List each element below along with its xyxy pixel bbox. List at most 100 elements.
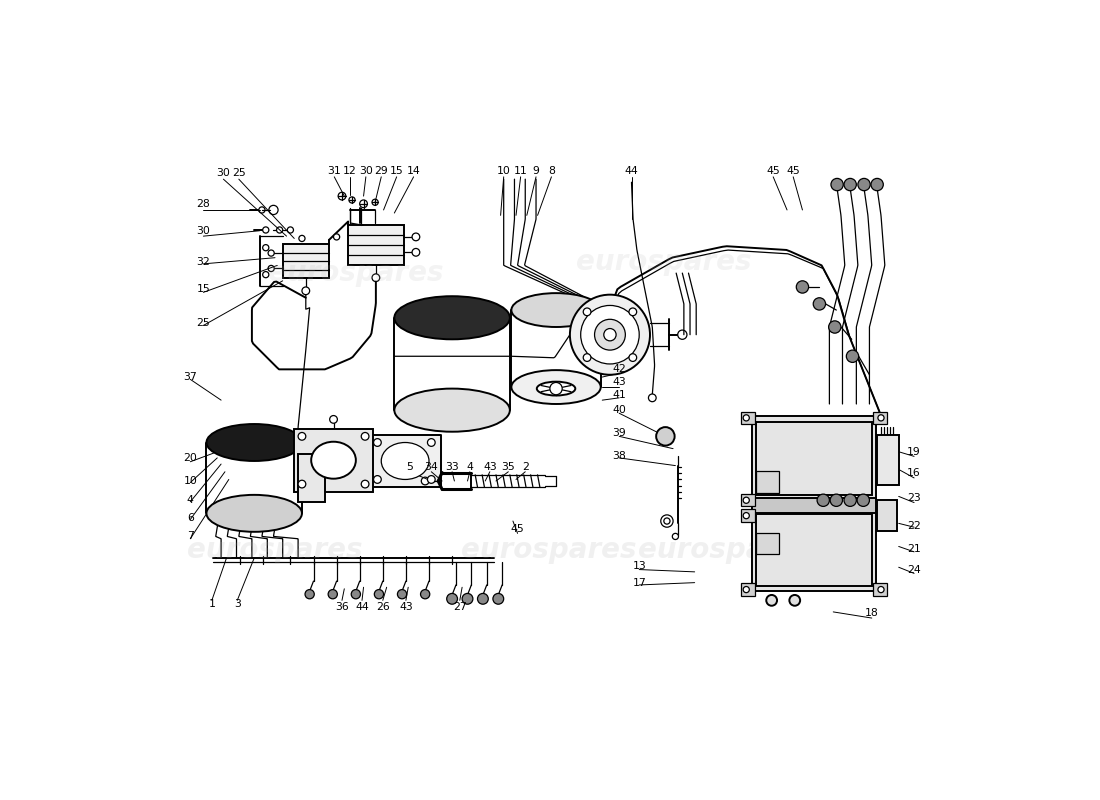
Circle shape [447,594,458,604]
Circle shape [328,590,338,599]
Text: 17: 17 [632,578,646,588]
Circle shape [351,590,361,599]
Circle shape [412,249,420,256]
Circle shape [333,234,340,240]
Circle shape [301,287,310,294]
Text: 30: 30 [217,168,230,178]
Text: 45: 45 [786,166,800,177]
Bar [741,583,755,596]
Text: 21: 21 [908,544,921,554]
Circle shape [767,595,777,606]
Circle shape [857,494,869,506]
Circle shape [428,438,436,446]
Circle shape [421,477,429,485]
Circle shape [878,414,884,421]
Ellipse shape [207,424,301,461]
Text: 25: 25 [197,318,210,328]
Circle shape [846,350,859,362]
Text: 30: 30 [359,166,373,177]
Text: 40: 40 [613,405,626,415]
Circle shape [844,178,856,190]
Circle shape [305,590,315,599]
Circle shape [830,494,843,506]
Text: 43: 43 [399,602,412,611]
Circle shape [570,294,650,374]
Text: 10: 10 [184,476,197,486]
Ellipse shape [311,442,355,478]
Circle shape [629,354,637,362]
Text: eurospares: eurospares [461,536,636,564]
Circle shape [276,227,283,233]
Circle shape [298,433,306,440]
Circle shape [258,207,265,213]
Circle shape [268,250,274,256]
Polygon shape [370,435,440,487]
Circle shape [581,306,639,364]
Circle shape [298,480,306,488]
Circle shape [361,433,368,440]
Text: 10: 10 [497,166,510,177]
Text: 15: 15 [197,283,210,294]
Circle shape [744,497,749,503]
Bar [295,429,373,492]
Bar [298,454,326,502]
Text: 37: 37 [184,372,197,382]
Ellipse shape [395,389,510,432]
Circle shape [317,475,322,479]
Circle shape [493,594,504,604]
Circle shape [813,298,825,310]
Text: 5: 5 [406,462,414,472]
Text: 14: 14 [407,166,420,177]
Ellipse shape [512,293,601,327]
Text: 26: 26 [376,602,389,611]
Circle shape [664,518,670,524]
Text: 22: 22 [908,521,921,530]
Ellipse shape [382,442,429,479]
Text: 13: 13 [632,561,646,570]
Text: 20: 20 [184,453,197,463]
Circle shape [817,494,829,506]
Circle shape [263,227,268,233]
Bar [873,412,887,424]
Circle shape [287,227,294,233]
Text: 25: 25 [232,168,245,178]
Ellipse shape [207,495,301,532]
Bar [741,412,755,424]
Circle shape [330,415,338,423]
Text: 41: 41 [613,390,626,400]
Text: 44: 44 [355,602,368,611]
Circle shape [678,330,686,339]
Circle shape [268,266,274,271]
Text: 45: 45 [510,524,525,534]
Circle shape [858,178,870,190]
Circle shape [583,308,591,316]
Circle shape [361,480,368,488]
Circle shape [744,414,749,421]
Circle shape [428,476,436,483]
Bar [757,533,779,554]
Text: 43: 43 [613,378,626,387]
Text: 45: 45 [767,166,780,177]
Circle shape [583,354,591,362]
Circle shape [656,427,674,446]
Text: 33: 33 [446,462,459,472]
Bar [757,422,871,495]
Text: eurospares: eurospares [576,247,751,275]
Bar [283,244,329,278]
Bar [757,514,871,586]
Ellipse shape [512,370,601,404]
Bar [752,498,876,514]
Text: eurospares: eurospares [638,536,813,564]
Text: 42: 42 [613,364,626,374]
Circle shape [629,308,637,316]
Circle shape [420,590,430,599]
Text: 36: 36 [336,602,349,611]
Circle shape [263,271,268,278]
Circle shape [374,590,384,599]
Text: 8: 8 [548,166,554,177]
Circle shape [372,274,379,282]
Circle shape [830,178,844,190]
Text: 16: 16 [908,468,921,478]
Circle shape [604,329,616,341]
Text: 19: 19 [908,446,921,457]
